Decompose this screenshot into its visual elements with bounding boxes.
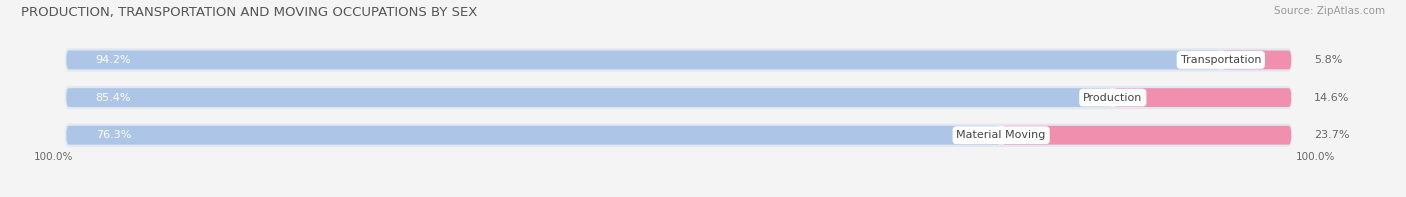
Text: Transportation: Transportation bbox=[1181, 55, 1261, 65]
Text: 94.2%: 94.2% bbox=[96, 55, 131, 65]
FancyBboxPatch shape bbox=[1222, 50, 1291, 69]
Text: 23.7%: 23.7% bbox=[1315, 130, 1350, 140]
FancyBboxPatch shape bbox=[66, 126, 1001, 145]
Text: 85.4%: 85.4% bbox=[96, 93, 131, 103]
FancyBboxPatch shape bbox=[66, 88, 1112, 107]
FancyBboxPatch shape bbox=[65, 48, 1292, 72]
FancyBboxPatch shape bbox=[66, 50, 1220, 69]
Text: 100.0%: 100.0% bbox=[34, 152, 73, 162]
FancyBboxPatch shape bbox=[1114, 88, 1291, 107]
Text: Material Moving: Material Moving bbox=[956, 130, 1046, 140]
Text: 14.6%: 14.6% bbox=[1315, 93, 1350, 103]
FancyBboxPatch shape bbox=[65, 86, 1292, 109]
FancyBboxPatch shape bbox=[1002, 126, 1291, 145]
Text: 100.0%: 100.0% bbox=[1295, 152, 1334, 162]
Text: Production: Production bbox=[1083, 93, 1143, 103]
FancyBboxPatch shape bbox=[65, 124, 1292, 147]
Text: 5.8%: 5.8% bbox=[1315, 55, 1343, 65]
Text: PRODUCTION, TRANSPORTATION AND MOVING OCCUPATIONS BY SEX: PRODUCTION, TRANSPORTATION AND MOVING OC… bbox=[21, 6, 478, 19]
Text: Source: ZipAtlas.com: Source: ZipAtlas.com bbox=[1274, 6, 1385, 16]
Text: 76.3%: 76.3% bbox=[96, 130, 131, 140]
